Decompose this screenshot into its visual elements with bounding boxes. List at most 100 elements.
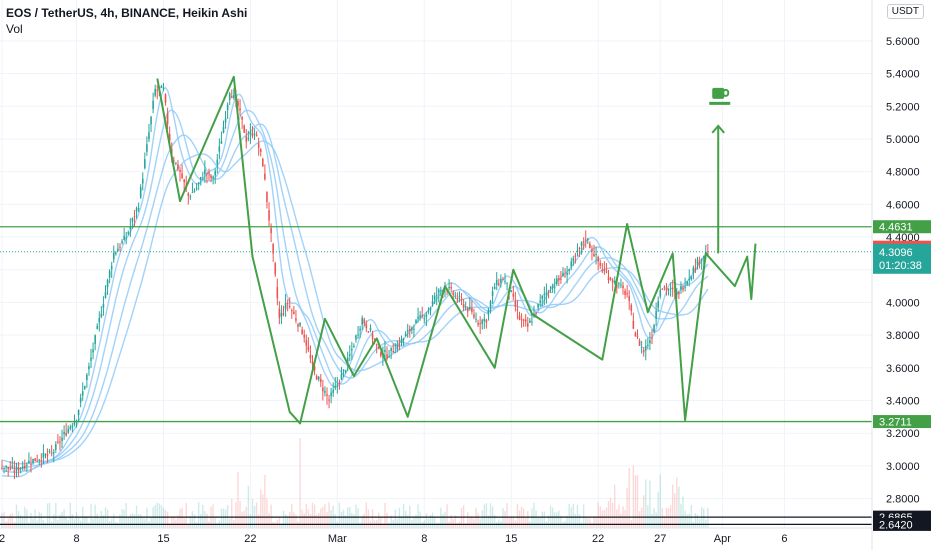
candle-body: [44, 454, 47, 456]
candle-body: [301, 329, 303, 335]
volume-bar: [98, 518, 100, 528]
time-axis[interactable]: 2 8 15 22 Mar 8 15 22 27 Apr 6: [0, 527, 872, 545]
volume-bar: [144, 518, 146, 528]
volume-bar: [684, 510, 686, 528]
coffee-cup-icon[interactable]: [709, 87, 731, 105]
symbol-title[interactable]: EOS / TetherUS, 4h, BINANCE, Heikin Ashi: [6, 6, 248, 20]
volume-bar: [69, 502, 72, 528]
volume-bar: [415, 514, 417, 528]
candle-body: [266, 191, 268, 202]
chart-grid: [0, 0, 872, 528]
last-price-badge[interactable]: [873, 243, 931, 274]
candle-body: [628, 296, 631, 301]
price-tick-label: 5.0000: [886, 134, 920, 146]
currency-box[interactable]: USDT: [886, 4, 924, 19]
candle-body: [479, 323, 481, 325]
candle-body: [555, 278, 558, 285]
price-tick-label: 4.8000: [886, 167, 920, 179]
volume-bar: [469, 517, 471, 528]
volume-bar: [342, 509, 345, 528]
candle-body: [137, 208, 140, 210]
candle-body: [255, 134, 258, 136]
volume-bar: [303, 513, 305, 528]
volume-bar: [30, 513, 32, 528]
candle-body: [139, 187, 142, 198]
candle-body: [591, 249, 593, 252]
candle-body: [440, 290, 442, 292]
volume-bar: [353, 514, 355, 528]
zigzag-line[interactable]: [156, 75, 757, 425]
volume-bar: [197, 502, 200, 528]
volume-bar: [229, 518, 231, 528]
price-tick-label: 5.2000: [886, 101, 920, 113]
level-badge[interactable]: [873, 415, 931, 429]
volume-label[interactable]: Vol: [6, 22, 23, 36]
volume-bar: [59, 514, 61, 528]
target-arrow[interactable]: [709, 87, 731, 254]
volume-bar: [659, 474, 661, 528]
candle-body: [562, 272, 564, 276]
volume-bar: [572, 503, 575, 528]
volume-bar: [467, 512, 469, 528]
candle-body: [84, 386, 86, 389]
candle-body: [384, 349, 386, 352]
candle-body: [90, 357, 92, 362]
candle-body: [377, 347, 380, 349]
volume-bar: [311, 502, 314, 528]
volume-bar: [553, 512, 556, 528]
candle-body: [206, 173, 208, 175]
candle-body: [506, 282, 508, 284]
volume-bar: [636, 474, 639, 528]
time-tick-label: 8: [421, 533, 427, 545]
candle-body: [237, 100, 239, 106]
volume-bar: [38, 511, 40, 528]
candle-body: [371, 333, 374, 339]
volume-bar: [3, 511, 5, 528]
volume-bar: [667, 508, 670, 528]
candle-body: [71, 425, 74, 428]
volume-bar: [527, 511, 529, 528]
volume-bar: [671, 484, 674, 528]
candle-body: [166, 113, 169, 125]
volume-bar: [380, 517, 382, 528]
candle-body: [669, 287, 672, 290]
candle-body: [570, 261, 573, 267]
candle-body: [324, 390, 326, 393]
price-tick-label: 4.6000: [886, 199, 920, 211]
time-tick-label: 6: [781, 533, 787, 545]
candle-body: [291, 310, 293, 312]
volume-bar: [168, 523, 171, 528]
candle-body: [295, 318, 297, 321]
candle-body: [208, 172, 210, 174]
candle-body: [458, 296, 461, 298]
volume-bar: [255, 502, 258, 528]
price-axis[interactable]: 5.60005.40005.20005.00004.80004.60004.40…: [871, 0, 931, 550]
volume-bar: [92, 518, 94, 528]
volume-bar: [40, 513, 43, 528]
volume-bar: [77, 516, 80, 528]
target-arrow-head[interactable]: [711, 124, 725, 134]
volume-bar: [510, 516, 512, 528]
candle-body: [429, 307, 432, 311]
horizontal-levels[interactable]: [0, 226, 872, 526]
candle-body: [353, 345, 355, 347]
candle-body: [493, 286, 496, 290]
candle-body: [657, 301, 659, 308]
trend-zigzag[interactable]: [156, 75, 757, 425]
volume-bar: [146, 507, 148, 528]
volume-bar: [32, 518, 34, 528]
volume-bar: [117, 522, 119, 528]
level-badge[interactable]: [873, 220, 931, 234]
candle-body: [547, 291, 550, 293]
volume-bar: [440, 507, 442, 528]
level-badge[interactable]: [873, 517, 931, 531]
volume-bar: [202, 504, 204, 528]
candle-body: [247, 138, 250, 140]
candle-body: [160, 86, 163, 89]
volume-bar: [324, 503, 326, 528]
volume-bar: [121, 509, 123, 528]
volume-bar: [601, 510, 603, 528]
volume-bar: [611, 502, 614, 528]
volume-bar: [493, 514, 496, 528]
